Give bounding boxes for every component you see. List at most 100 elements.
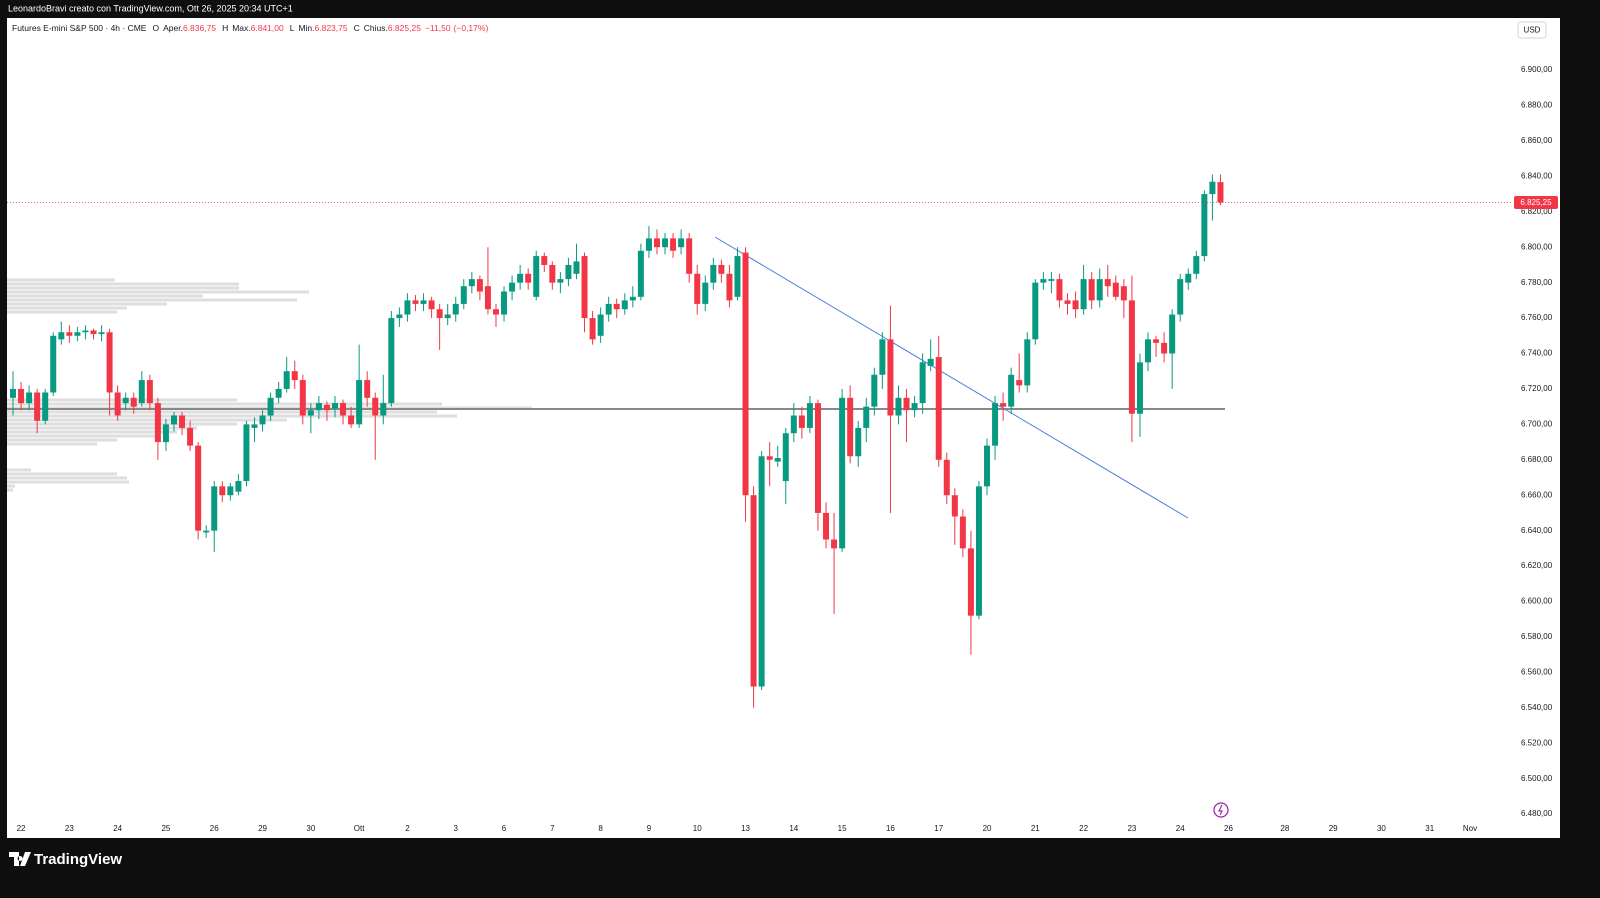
events-bolt xyxy=(1218,804,1223,816)
candle-body xyxy=(412,300,419,304)
candle-body xyxy=(911,403,918,411)
candle-body xyxy=(557,279,564,283)
candle-body xyxy=(517,273,524,283)
candle-body xyxy=(235,481,242,492)
candle-body xyxy=(798,415,805,428)
x-tick-label: 26 xyxy=(1224,824,1233,833)
candle-body xyxy=(694,273,701,304)
candle-body xyxy=(774,458,781,462)
candle-body xyxy=(211,486,218,531)
volume-profile-bar xyxy=(7,306,127,310)
logo-mark xyxy=(9,852,31,866)
y-tick-label: 6.740,00 xyxy=(1521,349,1553,358)
candle-body xyxy=(1153,339,1160,343)
y-tick-label: 6.760,00 xyxy=(1521,313,1553,322)
candle-body xyxy=(629,296,636,301)
x-tick-label: 9 xyxy=(647,824,652,833)
volume-profile-bar xyxy=(7,294,203,298)
candle-body xyxy=(533,256,540,297)
candle-body xyxy=(645,238,652,251)
candle-body xyxy=(315,403,322,411)
volume-profile-bar xyxy=(7,278,115,282)
x-tick-label: 23 xyxy=(65,824,74,833)
candle-body xyxy=(170,415,177,425)
candle-body xyxy=(154,403,161,443)
x-tick-label: 28 xyxy=(1280,824,1289,833)
candle-body xyxy=(179,415,186,428)
candle-body xyxy=(275,388,282,398)
candle-body xyxy=(340,403,347,416)
candle-body xyxy=(847,397,854,457)
candle-body xyxy=(428,300,435,310)
candle-body xyxy=(492,309,499,315)
brand-logo xyxy=(9,852,31,866)
candle-body xyxy=(380,403,387,416)
candle-body xyxy=(82,330,89,333)
currency-box[interactable] xyxy=(1517,21,1547,39)
x-tick-label: 8 xyxy=(598,824,603,833)
legend-name: Aper. xyxy=(163,23,183,33)
candle-body xyxy=(259,415,266,425)
volume-profile-bar xyxy=(7,468,31,472)
x-tick-label: 30 xyxy=(1377,824,1386,833)
candle-body xyxy=(291,371,298,381)
y-tick-label: 6.580,00 xyxy=(1521,632,1553,641)
x-tick-label: 13 xyxy=(741,824,750,833)
candle-body xyxy=(1024,339,1031,386)
candle-body xyxy=(1056,279,1063,301)
x-tick-label: 3 xyxy=(454,824,459,833)
candle-body xyxy=(871,374,878,407)
legend-name: Max. xyxy=(232,23,250,33)
trend-line xyxy=(714,236,1189,519)
candle-body xyxy=(396,314,403,319)
x-tick-label: 6 xyxy=(502,824,507,833)
candle-body xyxy=(806,403,813,428)
candle-body xyxy=(839,397,846,549)
candle-body xyxy=(460,286,467,304)
legend-value: 6.823,75 xyxy=(315,23,348,33)
legend-value: 6.825,25 xyxy=(388,23,421,33)
candle-body xyxy=(227,486,234,496)
candle-body xyxy=(372,397,379,416)
candle-body xyxy=(605,303,612,315)
x-tick-label: 26 xyxy=(210,824,219,833)
candle-body xyxy=(621,300,628,310)
y-tick-label: 6.900,00 xyxy=(1521,65,1553,74)
candle-body xyxy=(1193,256,1200,274)
last-price-label: 6.825,25 xyxy=(1520,198,1552,207)
x-tick-label: 24 xyxy=(1176,824,1185,833)
volume-profile-bar xyxy=(7,434,157,438)
candle-body xyxy=(726,273,733,301)
candle-body xyxy=(122,397,129,404)
candle-body xyxy=(766,456,773,460)
volume-profile-bar xyxy=(7,286,239,290)
y-tick-label: 6.660,00 xyxy=(1521,490,1553,499)
candle-body xyxy=(573,261,580,274)
events-icon[interactable] xyxy=(1213,802,1229,818)
candle-body xyxy=(782,433,789,482)
candles xyxy=(10,174,1224,708)
candle-body xyxy=(58,332,65,340)
candle-body xyxy=(468,279,475,287)
candle-body xyxy=(195,445,202,531)
candle-body xyxy=(678,238,685,248)
legend-name: Min. xyxy=(298,23,314,33)
candle-body xyxy=(879,339,886,375)
candle-body xyxy=(1048,279,1055,281)
volume-profile-bar xyxy=(7,430,177,434)
candle-body xyxy=(66,332,73,336)
candle-body xyxy=(146,380,153,404)
candle-body xyxy=(903,397,910,411)
candle-body xyxy=(307,410,314,416)
candle-body xyxy=(251,424,258,428)
x-tick-label: 7 xyxy=(550,824,555,833)
chart-panel xyxy=(7,18,1560,838)
y-tick-label: 6.880,00 xyxy=(1521,101,1553,110)
candle-body xyxy=(758,456,765,687)
candle-body xyxy=(653,238,660,248)
x-tick-label: 21 xyxy=(1031,824,1040,833)
volume-profile-bar xyxy=(7,418,287,422)
volume-profile-bar xyxy=(7,410,437,414)
candle-body xyxy=(34,392,41,421)
